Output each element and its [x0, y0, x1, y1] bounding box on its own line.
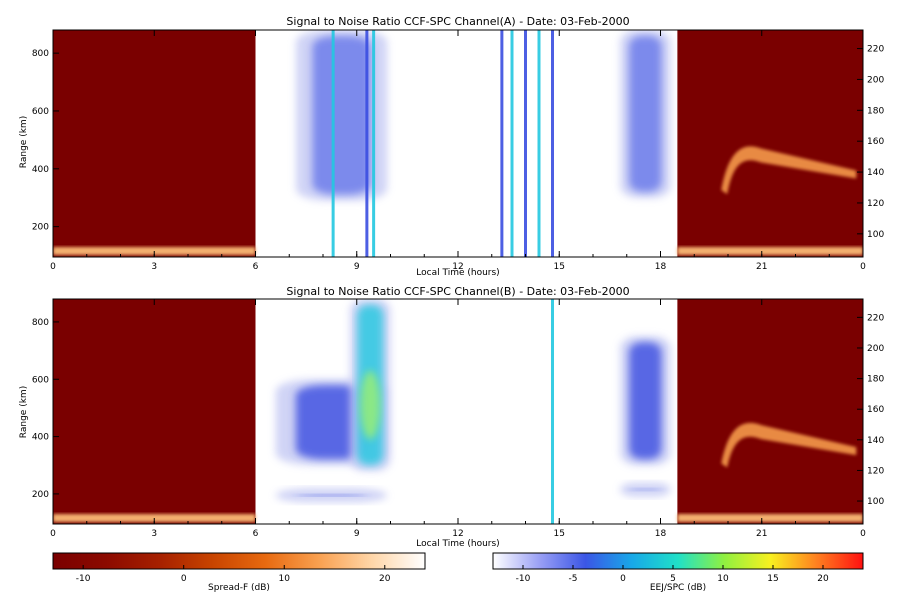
y2-tick-label: 140	[867, 168, 884, 178]
panel-a-plot-area	[53, 30, 863, 257]
spread-f-region	[53, 299, 256, 524]
echo-blob	[312, 36, 371, 195]
y2-tick-label: 180	[867, 106, 884, 116]
colorbar-eej-spc-gradient	[492, 552, 864, 570]
y-tick-label: 600	[32, 375, 49, 385]
echo-blob	[629, 36, 662, 192]
x-tick-label: 6	[253, 529, 259, 539]
colorbar-tick-label: 20	[817, 574, 829, 584]
x-tick-label: 9	[354, 262, 360, 272]
y2-tick-label: 100	[867, 497, 884, 507]
panel-a-title: Signal to Noise Ratio CCF-SPC Channel(A)…	[286, 15, 629, 28]
colorbar-eej-spc-ticks: -10 -5 0 5 10 15 20	[516, 565, 829, 584]
colorbar-tick-label: -10	[76, 574, 91, 584]
echo-streak	[551, 30, 554, 257]
x-tick-label: 12	[452, 262, 463, 272]
y2-tick-label: 100	[867, 230, 884, 240]
x-tick-label: 15	[554, 262, 565, 272]
colorbar-eej-spc-label: EEJ/SPC (dB)	[650, 583, 706, 593]
panel-b-plot-area	[53, 299, 863, 524]
x-tick-label: 0	[860, 529, 866, 539]
x-tick-label: 3	[151, 262, 157, 272]
colorbar-tick-label: -10	[516, 574, 531, 584]
spread-f-plume	[721, 146, 857, 195]
panel-b-title: Signal to Noise Ratio CCF-SPC Channel(B)…	[286, 285, 629, 298]
echo-streak	[365, 30, 369, 257]
y-tick-label: 600	[32, 107, 49, 117]
colorbar-spread-f: -10 0 10 20 Spread-F (dB)	[52, 552, 426, 593]
echo-streak	[537, 30, 541, 257]
echo-blob	[295, 494, 368, 497]
y-tick-label: 200	[32, 490, 49, 500]
x-tick-label: 18	[655, 262, 667, 272]
y2-tick-label: 160	[867, 137, 884, 147]
echo-streak	[510, 30, 514, 257]
x-tick-label: 21	[756, 262, 767, 272]
colorbar-tick-label: 20	[379, 574, 391, 584]
colorbar-tick-label: 0	[620, 574, 626, 584]
echo-streak	[372, 30, 376, 257]
panel-b-axes: 0 3 6 9 12 15 18 21 0 200 400 600 800 100 120 140 160 180…	[32, 298, 884, 539]
spread-f-region	[677, 30, 863, 257]
echo-blob	[629, 488, 662, 491]
echo-streak	[331, 30, 335, 257]
y2-tick-label: 160	[867, 405, 884, 415]
y2-tick-label: 220	[867, 313, 884, 323]
spread-f-bottom-layer	[677, 247, 863, 255]
colorbar-spread-f-label: Spread-F (dB)	[208, 583, 270, 593]
colorbar-tick-label: 15	[767, 574, 778, 584]
x-tick-label: 12	[452, 529, 463, 539]
y2-tick-label: 220	[867, 45, 884, 55]
x-tick-label: 6	[253, 262, 259, 272]
echo-blob	[295, 385, 368, 460]
x-tick-label: 18	[655, 529, 667, 539]
y2-tick-label: 180	[867, 375, 884, 385]
colorbar-tick-label: 5	[670, 574, 676, 584]
y-tick-label: 400	[32, 433, 49, 443]
y2-tick-label: 140	[867, 436, 884, 446]
panel-a-axes: 0 3 6 9 12 15 18 21 0 200 400 600 800 100 120 140 160 180…	[32, 29, 884, 272]
x-tick-label: 0	[50, 262, 56, 272]
echo-streak	[524, 30, 527, 257]
y2-tick-label: 200	[867, 75, 884, 85]
panel-a: Signal to Noise Ratio CCF-SPC Channel(A)…	[19, 15, 884, 278]
x-tick-label: 9	[354, 529, 360, 539]
colorbar-spread-f-ticks: -10 0 10 20	[76, 565, 391, 584]
colorbar-tick-label: 10	[279, 574, 291, 584]
colorbar-tick-label: 10	[717, 574, 729, 584]
spread-f-region	[53, 30, 256, 257]
echo-streak	[500, 30, 504, 257]
x-tick-label: 15	[554, 529, 565, 539]
y-tick-label: 800	[32, 318, 49, 328]
y2-tick-label: 120	[867, 199, 884, 209]
y-tick-label: 400	[32, 165, 49, 175]
x-tick-label: 3	[151, 529, 157, 539]
colorbar-spread-f-gradient	[52, 552, 426, 570]
spread-f-plume	[721, 422, 857, 468]
echo-streak	[551, 299, 554, 524]
panel-a-ylabel: Range (km)	[19, 116, 29, 168]
y2-tick-label: 120	[867, 466, 884, 476]
x-tick-label: 21	[756, 529, 767, 539]
panel-b-xlabel: Local Time (hours)	[416, 539, 499, 549]
y-tick-label: 800	[32, 49, 49, 59]
panel-b: Signal to Noise Ratio CCF-SPC Channel(B)…	[19, 285, 884, 549]
colorbar-tick-label: -5	[569, 574, 578, 584]
echo-core	[360, 370, 381, 440]
y2-tick-label: 200	[867, 344, 884, 354]
colorbar-eej-spc: -10 -5 0 5 10 15 20 EEJ/SPC (dB)	[492, 552, 864, 593]
echo-blob	[629, 342, 662, 460]
y-tick-label: 200	[32, 223, 49, 233]
panel-a-xlabel: Local Time (hours)	[416, 268, 499, 278]
colorbar-tick-label: 0	[181, 574, 187, 584]
panel-b-ylabel: Range (km)	[19, 386, 29, 438]
spread-f-region	[677, 299, 863, 524]
x-tick-label: 0	[860, 262, 866, 272]
spread-f-bottom-layer	[677, 514, 863, 522]
x-tick-label: 0	[50, 529, 56, 539]
